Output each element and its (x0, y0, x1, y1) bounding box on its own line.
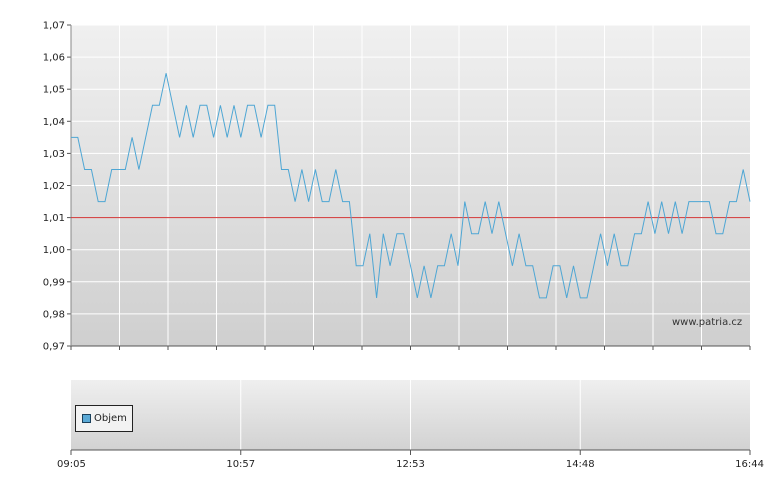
price-y-tick-label: 1,04 (43, 117, 65, 128)
price-x-ticks (70, 346, 751, 350)
volume-grid (240, 380, 581, 450)
price-y-tick-label: 1,03 (43, 149, 65, 160)
price-y-tick-label: 1,01 (43, 213, 65, 224)
price-y-tick-label: 1,07 (43, 21, 65, 32)
price-y-tick-label: 1,06 (43, 53, 65, 64)
price-y-tick-label: 1,02 (43, 181, 65, 192)
volume-x-axis: 09:05 10:57 12:53 14:48 16:44 (57, 450, 764, 470)
price-y-tick-label: 1,05 (43, 85, 65, 96)
price-y-tick-label: 0,99 (43, 277, 65, 288)
price-y-tick-label: 0,98 (43, 309, 65, 320)
price-y-tick-label: 1,00 (43, 245, 65, 256)
price-y-tick-label: 0,97 (43, 342, 65, 353)
price-y-axis: 1,07 1,06 1,05 1,04 1,03 1,02 1,01 1,00 0,99 0,98… (43, 21, 71, 353)
price-series-line (71, 73, 751, 299)
volume-legend: Objem (75, 405, 133, 432)
volume-x-tick-label: 14:48 (566, 459, 595, 470)
volume-x-tick-label: 09:05 (57, 459, 86, 470)
volume-x-tick-label: 10:57 (226, 459, 255, 470)
legend-swatch-objem (82, 414, 91, 423)
volume-x-tick-label: 16:44 (735, 459, 764, 470)
volume-x-tick-label: 12:53 (396, 459, 425, 470)
legend-label-objem: Objem (94, 413, 127, 424)
watermark: www.patria.cz (672, 317, 743, 328)
